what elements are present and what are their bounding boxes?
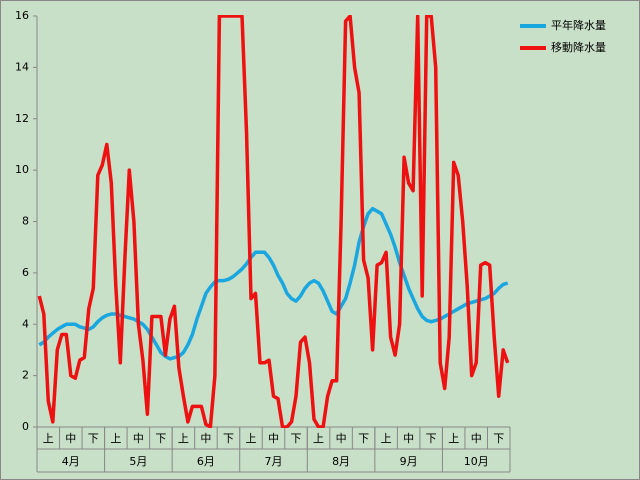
x-tick-label: 下 — [493, 432, 504, 445]
x-tick-label: 中 — [65, 432, 76, 445]
x-tick-label: 上 — [110, 432, 121, 445]
x-tick-label: 上 — [43, 432, 54, 445]
x-tick-label: 上 — [381, 432, 392, 445]
month-label: 4月 — [62, 455, 80, 468]
month-label: 7月 — [265, 455, 283, 468]
y-tick-label: 8 — [22, 215, 29, 228]
x-tick-label: 下 — [223, 432, 234, 445]
x-tick-label: 中 — [133, 432, 144, 445]
x-tick-label: 下 — [155, 432, 166, 445]
legend-label: 移動降水量 — [551, 40, 606, 54]
x-tick-label: 中 — [336, 432, 347, 445]
y-tick-label: 2 — [22, 369, 29, 382]
month-label: 8月 — [332, 455, 350, 468]
month-label: 5月 — [129, 455, 147, 468]
x-tick-label: 上 — [178, 432, 189, 445]
y-tick-label: 12 — [15, 112, 29, 125]
x-tick-label: 下 — [426, 432, 437, 445]
y-tick-label: 6 — [22, 266, 29, 279]
legend-label: 平年降水量 — [551, 18, 606, 32]
x-tick-label: 上 — [245, 432, 256, 445]
y-tick-label: 4 — [22, 317, 29, 330]
y-tick-label: 16 — [15, 9, 29, 22]
series-line — [37, 15, 510, 428]
month-label: 6月 — [197, 455, 215, 468]
x-tick-label: 下 — [88, 432, 99, 445]
x-tick-label: 上 — [313, 432, 324, 445]
y-tick-label: 0 — [22, 420, 29, 433]
x-tick-label: 中 — [403, 432, 414, 445]
y-tick-label: 10 — [15, 163, 29, 176]
x-tick-label: 中 — [268, 432, 279, 445]
x-tick-label: 中 — [200, 432, 211, 445]
month-label: 10月 — [464, 455, 489, 468]
x-tick-label: 上 — [448, 432, 459, 445]
month-label: 9月 — [400, 455, 418, 468]
x-tick-label: 下 — [291, 432, 302, 445]
x-tick-label: 下 — [358, 432, 369, 445]
y-tick-label: 14 — [15, 60, 29, 73]
x-tick-label: 中 — [471, 432, 482, 445]
